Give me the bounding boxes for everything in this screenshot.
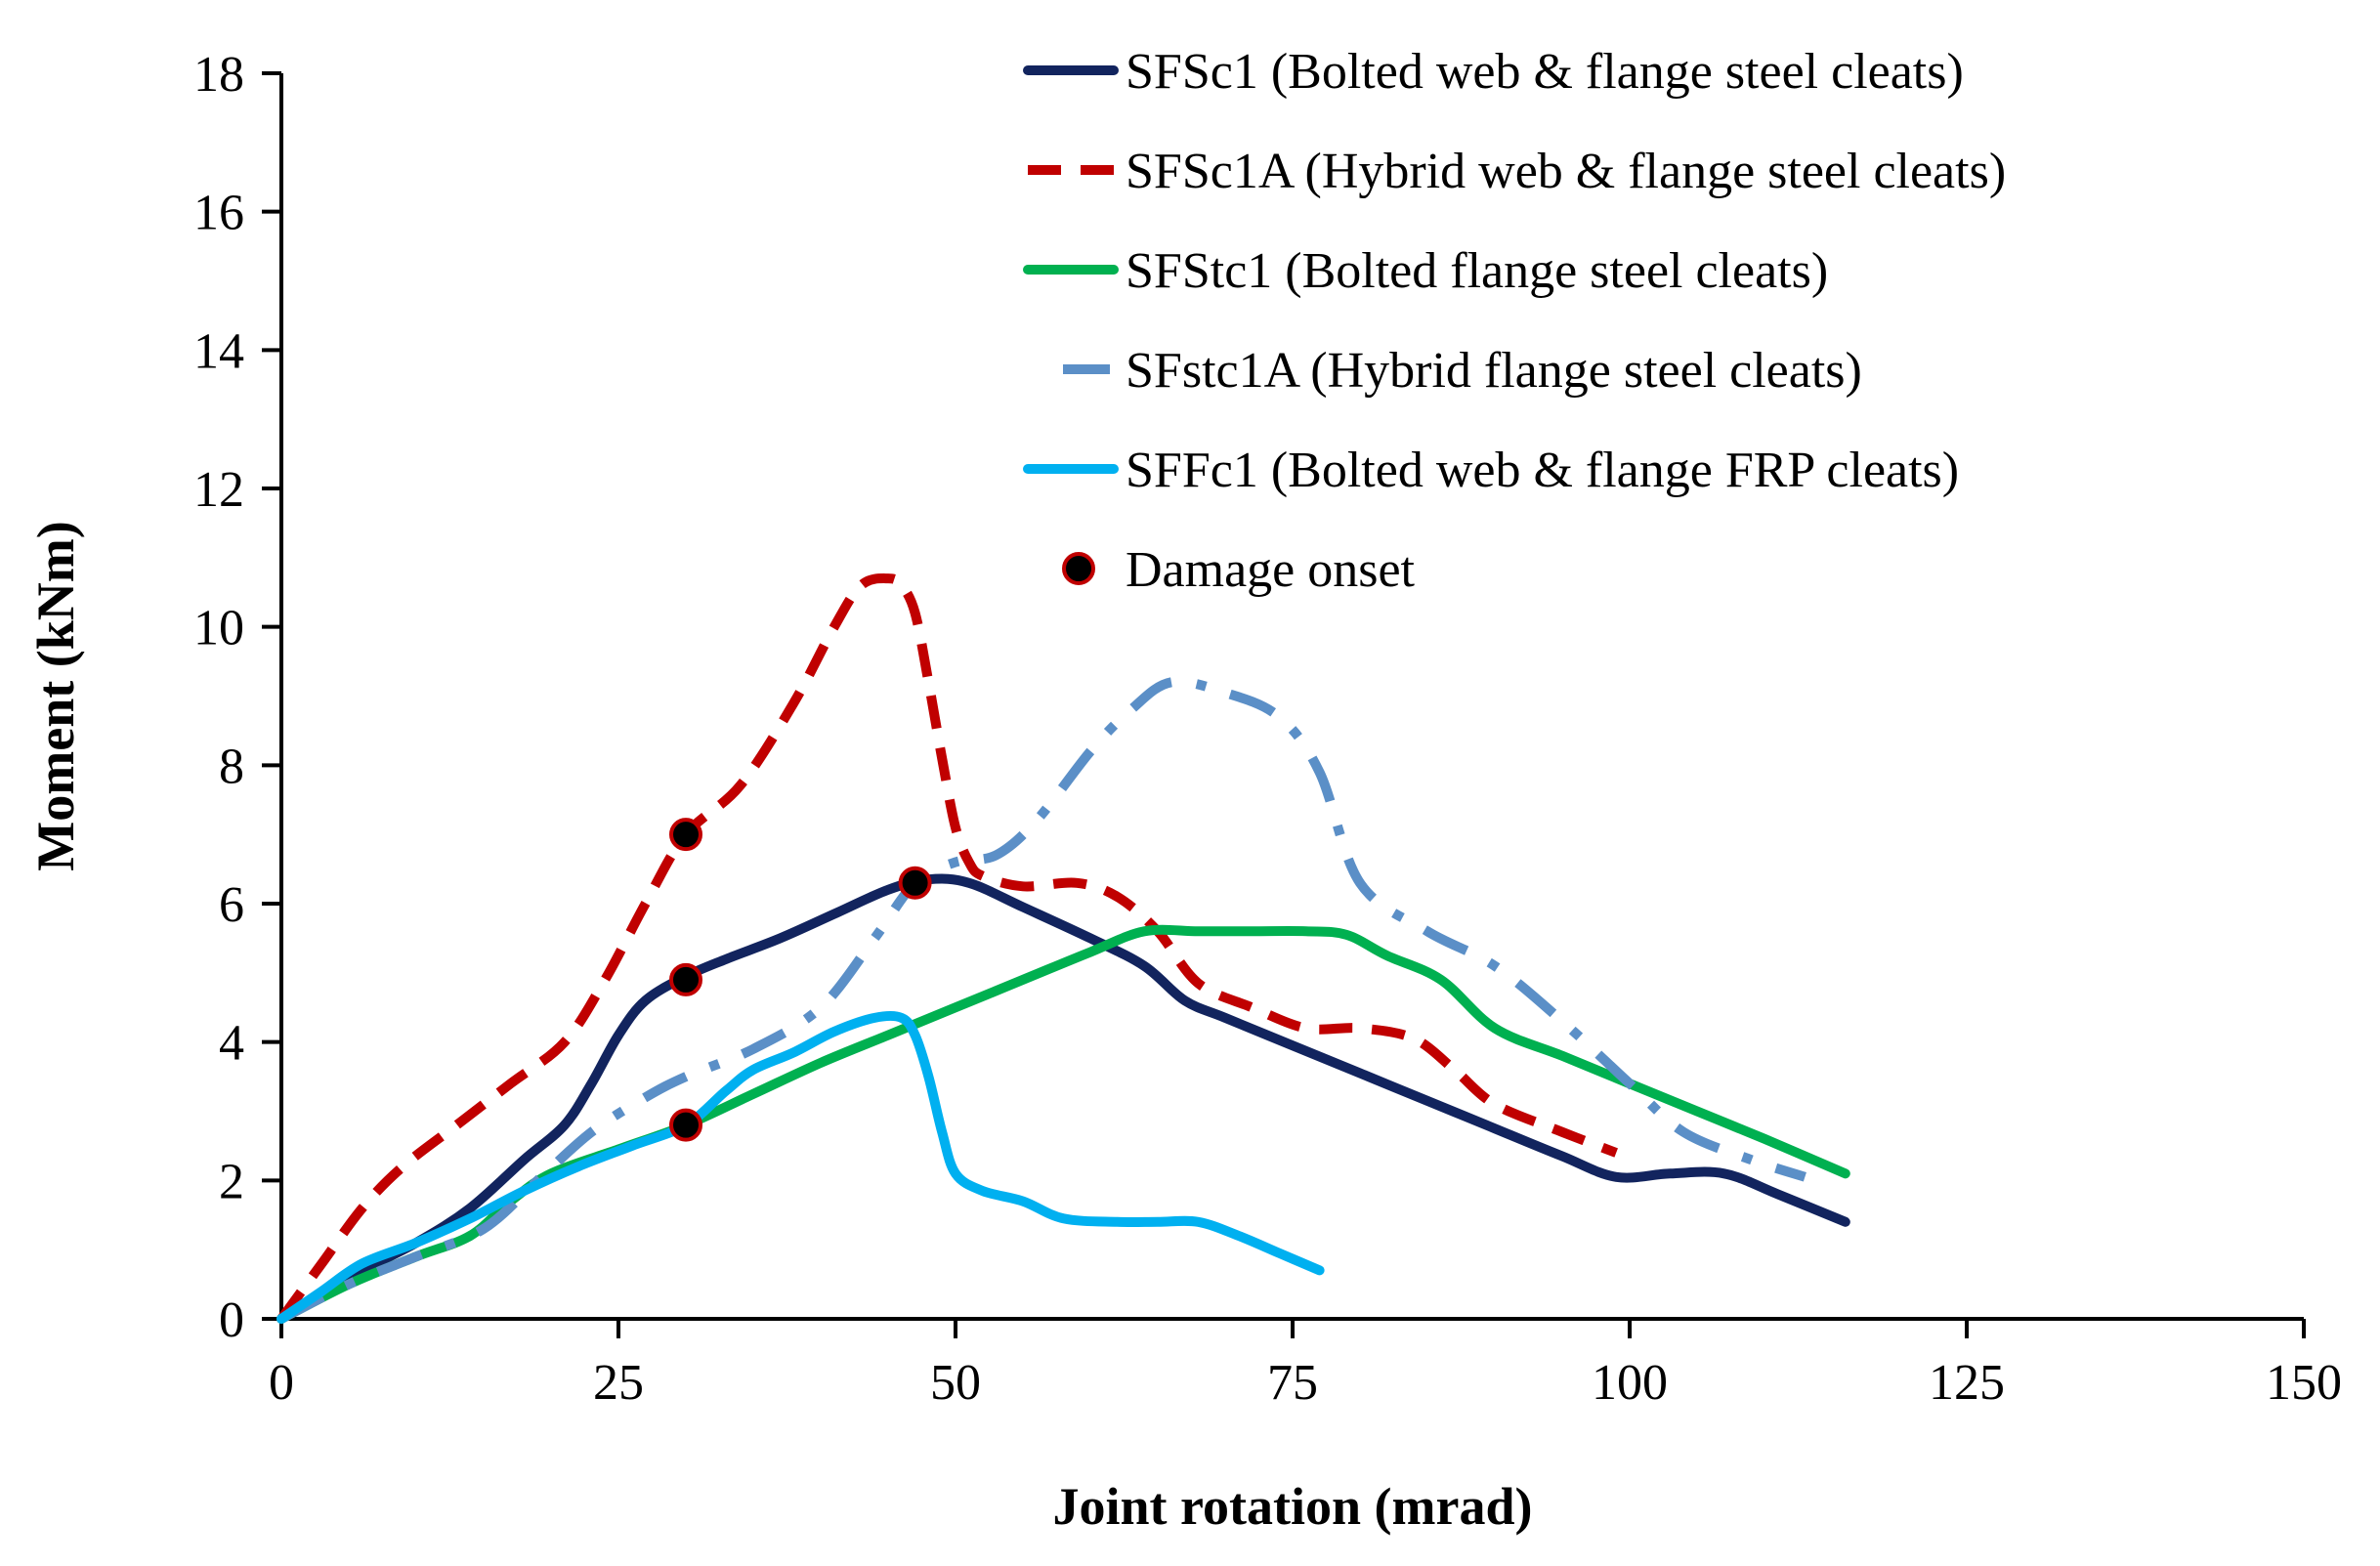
series-line-3	[276, 924, 1850, 1324]
legend-label-1: SFSc1 (Bolted web & flange steel cleats)	[1126, 44, 1964, 100]
x-ticks: 0 25 50 75 100 125 150	[269, 1319, 2342, 1411]
x-tick-label: 50	[930, 1355, 981, 1411]
legend: SFSc1 (Bolted web & flange steel cleats)…	[1023, 44, 2006, 598]
y-ticks: 0 2 4 6 8 10 12 14 16 18	[193, 47, 281, 1348]
x-tick-label: 0	[269, 1355, 294, 1411]
damage-onset-marker	[669, 962, 702, 996]
damage-onset-marker	[669, 818, 702, 852]
x-tick-label: 75	[1267, 1355, 1318, 1411]
y-tick-label: 8	[219, 739, 244, 794]
x-axis-title: Joint rotation (mrad)	[1053, 1477, 1533, 1536]
legend-label-5: SFFc1 (Bolted web & flange FRP cleats)	[1126, 443, 1959, 498]
y-tick-label: 10	[193, 601, 244, 656]
x-tick-label: 125	[1929, 1355, 2005, 1411]
y-tick-label: 14	[193, 323, 244, 379]
x-tick-label: 100	[1592, 1355, 1668, 1411]
y-tick-label: 6	[219, 877, 244, 933]
legend-label-2: SFSc1A (Hybrid web & flange steel cleats…	[1126, 144, 2006, 199]
series-line-2	[276, 573, 1618, 1322]
y-tick-label: 2	[219, 1154, 244, 1209]
x-tick-label: 25	[593, 1355, 644, 1411]
legend-label-4: SFstc1A (Hybrid flange steel cleats)	[1126, 343, 1862, 399]
series-group	[276, 573, 1850, 1324]
y-tick-label: 18	[193, 47, 244, 103]
damage-onset-marker	[898, 866, 932, 900]
x-tick-label: 150	[2266, 1355, 2342, 1411]
series-line-4	[278, 676, 1806, 1324]
y-tick-label: 4	[219, 1016, 244, 1072]
y-tick-label: 0	[219, 1292, 244, 1348]
series-line-1	[276, 873, 1850, 1324]
damage-onset-marker	[669, 1108, 702, 1142]
y-axis-title: Moment (kNm)	[26, 521, 85, 870]
series-line-5	[276, 1010, 1325, 1324]
damage-onset-markers	[669, 818, 932, 1142]
legend-label-3: SFStc1 (Bolted flange steel cleats)	[1126, 243, 1828, 299]
y-tick-label: 12	[193, 462, 244, 518]
y-tick-label: 16	[193, 186, 244, 241]
legend-swatch-damage-onset	[1062, 552, 1095, 585]
legend-label-damage-onset: Damage onset	[1126, 542, 1416, 598]
